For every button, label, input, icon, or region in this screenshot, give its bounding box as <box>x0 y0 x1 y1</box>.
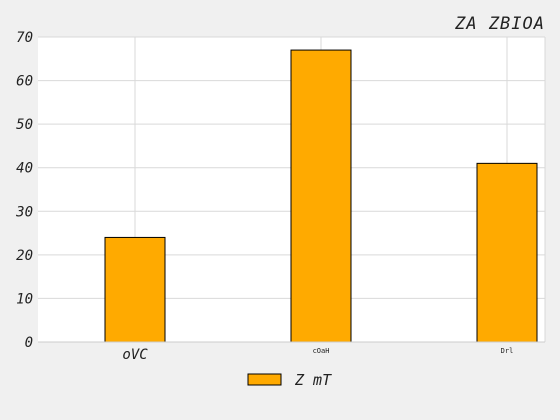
legend: Z mT <box>247 371 332 389</box>
legend-label: Z mT <box>294 371 332 389</box>
y-axis-ticks: 0 10 20 30 40 50 60 70 <box>15 30 33 351</box>
y-tick-label: 40 <box>16 161 33 177</box>
y-tick-label: 0 <box>25 335 33 351</box>
bar-oVC <box>104 236 166 343</box>
bar-Drl <box>476 162 538 343</box>
x-tick-label: cOaH <box>313 347 330 355</box>
x-tick-label: Drl <box>501 347 514 355</box>
legend-swatch <box>247 373 282 386</box>
y-tick-label: 10 <box>16 291 33 307</box>
y-tick-label: 50 <box>16 117 33 133</box>
y-tick-label: 70 <box>16 30 33 46</box>
x-axis-ticks: oVC cOaH Drl <box>122 347 513 363</box>
chart-title: ZA ZBIOA <box>454 14 545 34</box>
x-tick-label: oVC <box>122 347 148 363</box>
y-tick-label: 60 <box>16 74 33 90</box>
bars <box>104 49 538 343</box>
y-tick-label: 20 <box>16 248 33 264</box>
y-tick-label: 30 <box>15 204 33 220</box>
bar-cOaH <box>290 49 352 343</box>
